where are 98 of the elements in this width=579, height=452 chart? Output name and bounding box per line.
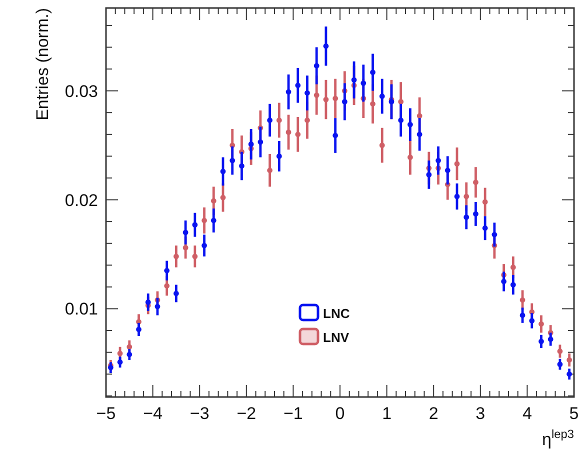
point (220, 168, 226, 174)
point (182, 245, 188, 250)
point (416, 113, 422, 119)
point (379, 142, 385, 148)
point (538, 321, 544, 327)
point (398, 99, 404, 104)
point (323, 96, 329, 102)
point (210, 218, 216, 224)
point (444, 168, 450, 174)
point (388, 99, 394, 104)
point (482, 199, 488, 205)
x-tick-label: −2 (236, 404, 256, 423)
point (454, 161, 460, 167)
point (276, 153, 282, 159)
point (473, 180, 478, 186)
point (566, 357, 572, 363)
point (126, 344, 132, 350)
point (529, 318, 535, 324)
point (192, 222, 198, 228)
point (286, 89, 292, 95)
point (295, 82, 301, 88)
point (286, 130, 292, 135)
point (210, 198, 216, 204)
point (258, 139, 264, 145)
y-tick-label: 0.02 (64, 190, 98, 210)
point (426, 172, 432, 178)
point (538, 338, 544, 344)
point (174, 290, 179, 296)
point (267, 118, 272, 123)
point (164, 268, 170, 274)
point (370, 70, 376, 75)
x-tick-label: 5 (569, 404, 579, 423)
point (267, 168, 272, 174)
x-tick-label: −4 (143, 404, 162, 423)
point (323, 43, 329, 49)
point (192, 254, 198, 260)
point (520, 312, 526, 318)
point (314, 92, 320, 98)
point (145, 300, 151, 305)
y-tick-label: 0.01 (64, 300, 98, 319)
point (117, 350, 123, 356)
point (182, 230, 188, 236)
point (408, 154, 413, 160)
point (164, 283, 170, 289)
point (202, 242, 207, 248)
point (220, 194, 226, 200)
point (136, 326, 142, 332)
point (416, 132, 422, 138)
point (520, 297, 526, 303)
point (202, 218, 207, 224)
point (154, 304, 160, 310)
x-tick-label: −1 (284, 404, 303, 423)
x-axis-title: η$^{lep3}$ (542, 427, 574, 449)
legend-label: LNC (323, 306, 350, 321)
point (304, 90, 310, 96)
x-tick-label: −5 (96, 404, 116, 423)
point (464, 214, 470, 220)
point (295, 132, 301, 138)
point (351, 77, 357, 83)
point (510, 282, 516, 288)
x-tick-label: 1 (382, 404, 392, 423)
point (408, 122, 413, 128)
point (398, 118, 404, 123)
point (379, 94, 385, 99)
point (332, 132, 338, 138)
point (230, 158, 236, 164)
point (342, 99, 348, 104)
y-tick-label: 0.03 (64, 82, 98, 101)
point (332, 96, 338, 102)
x-tick-label: 2 (428, 404, 438, 423)
x-tick-label: 3 (476, 404, 486, 423)
point (566, 371, 572, 377)
y-axis-title: Entries (norm.) (33, 8, 52, 120)
point (174, 254, 179, 260)
point (248, 142, 254, 147)
point (370, 101, 376, 107)
legend-label: LNV (323, 330, 350, 345)
point (557, 348, 563, 354)
x-tick-label: 4 (522, 404, 532, 423)
point (239, 163, 244, 169)
point (117, 359, 123, 365)
point (557, 362, 563, 368)
point (473, 211, 478, 217)
x-tick-label: 0 (335, 404, 345, 423)
point (314, 63, 320, 68)
point (436, 158, 441, 164)
point (126, 352, 132, 358)
point (276, 118, 282, 123)
point (501, 278, 506, 284)
point (548, 336, 554, 342)
point (510, 264, 516, 270)
point (482, 225, 488, 231)
x-tick-label: −3 (190, 404, 210, 423)
point (304, 118, 310, 123)
point (464, 194, 470, 200)
point (454, 194, 460, 200)
point (492, 232, 498, 238)
point (360, 80, 366, 86)
